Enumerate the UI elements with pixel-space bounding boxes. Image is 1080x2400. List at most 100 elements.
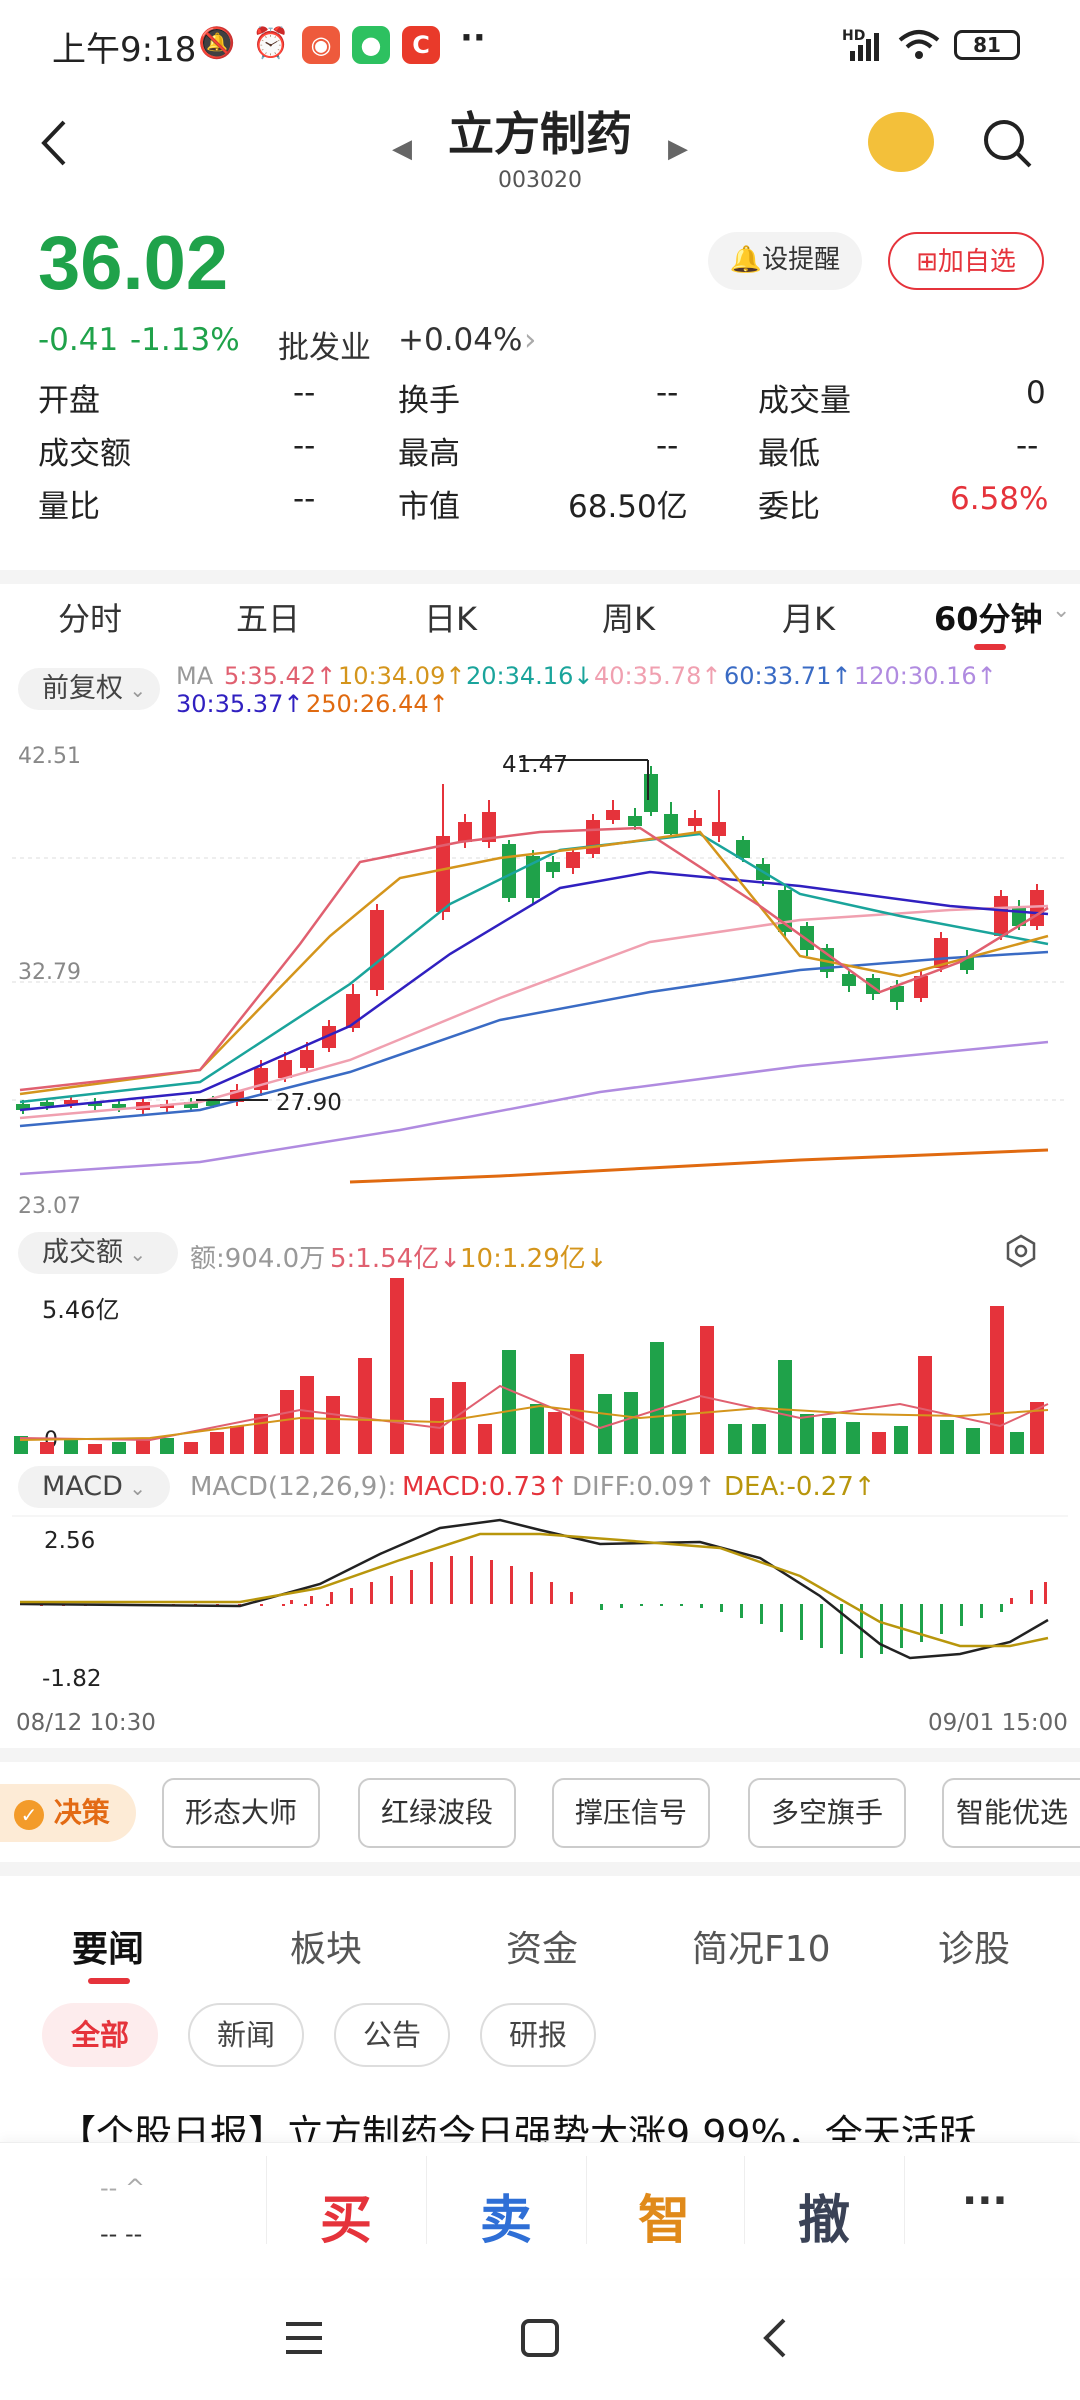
- volume-ma10-line: [19, 1404, 1049, 1441]
- search-icon[interactable]: [980, 116, 1034, 174]
- macd-y-top: 2.56: [44, 1528, 96, 1554]
- chip-news[interactable]: 新闻: [188, 2003, 304, 2067]
- tool-smart-select[interactable]: 智能优选: [942, 1778, 1080, 1848]
- home-icon[interactable]: [520, 2318, 560, 2362]
- volume-amount: 额:904.0万: [190, 1244, 326, 1274]
- tab-60min[interactable]: 60分钟: [934, 600, 1043, 638]
- tab-f10[interactable]: 简况F10: [692, 1929, 831, 1970]
- volume-chart[interactable]: [0, 1278, 1080, 1460]
- back-button[interactable]: [38, 118, 68, 172]
- sector-chevron-icon[interactable]: ›: [524, 322, 537, 358]
- chip-announcement[interactable]: 公告: [334, 2003, 450, 2067]
- candle-body: [606, 810, 620, 820]
- decision-badge[interactable]: ✓ 决策: [0, 1784, 136, 1842]
- macd-bar: [680, 1604, 683, 1606]
- stat-label: 成交量: [758, 383, 851, 419]
- volume-selector[interactable]: 成交额 ⌄: [18, 1232, 178, 1274]
- set-alert-button[interactable]: 🔔设提醒: [708, 232, 862, 290]
- volume-bar: [672, 1410, 686, 1454]
- macd-bar: [820, 1604, 823, 1648]
- macd-bar: [350, 1588, 353, 1604]
- mascot-icon[interactable]: [868, 112, 934, 172]
- candle-body: [436, 836, 450, 912]
- sector-pct[interactable]: +0.04%: [398, 322, 523, 358]
- stat-label: 成交额: [38, 436, 131, 472]
- ma250-line: [349, 1148, 1049, 1184]
- add-watchlist-button[interactable]: ⊞加自选: [888, 232, 1044, 290]
- macd-bar: [660, 1604, 663, 1606]
- macd-bar: [370, 1582, 373, 1604]
- stats-row: 量比 -- 市值 68.50亿 委比 6.58%: [38, 481, 1048, 534]
- volume-bar: [822, 1418, 836, 1454]
- kline-chart[interactable]: [0, 730, 1080, 1220]
- volume-bar: [64, 1440, 78, 1454]
- tool-pattern-master[interactable]: 形态大师: [162, 1778, 320, 1848]
- volume-bar: [478, 1424, 492, 1454]
- active-tab-indicator: [974, 644, 1006, 650]
- chip-research[interactable]: 研报: [480, 2003, 596, 2067]
- candle-body: [736, 840, 750, 858]
- tab-diagnosis[interactable]: 诊股: [938, 1929, 1011, 1970]
- y-axis-bottom: 23.07: [18, 1194, 81, 1219]
- tab-weekly-k[interactable]: 周K: [602, 600, 655, 638]
- macd-bar: [282, 1604, 285, 1606]
- add-watchlist-label: 加自选: [937, 247, 1016, 277]
- stat-label: 最低: [758, 436, 820, 472]
- more-button[interactable]: ···: [962, 2178, 1008, 2224]
- macd-label: MACD: [42, 1471, 123, 1502]
- stat-value: 68.50亿: [568, 489, 688, 525]
- adjust-selector[interactable]: 前复权 ⌄: [18, 668, 160, 710]
- macd-bar: [550, 1582, 553, 1604]
- tab-sector[interactable]: 板块: [290, 1929, 363, 1970]
- tool-support-signal[interactable]: 撑压信号: [552, 1778, 710, 1848]
- ma10-line: [19, 830, 1049, 1096]
- volume-y-top: 5.46亿: [42, 1296, 120, 1324]
- candle-body: [526, 856, 540, 898]
- more-notifications-icon: ··: [460, 18, 486, 58]
- volume-bar: [598, 1394, 612, 1454]
- candle-body: [994, 896, 1008, 936]
- hd-label: HD: [842, 28, 866, 44]
- volume-bar: [1010, 1432, 1024, 1454]
- news-headline[interactable]: 【个股日报】立方制药今日强势大涨9.99%，全天活跃: [58, 2112, 977, 2142]
- chevron-down-icon[interactable]: ⌄: [1052, 598, 1071, 623]
- candle-body: [712, 822, 726, 836]
- smart-button[interactable]: 智: [638, 2191, 691, 2251]
- macd-selector[interactable]: MACD ⌄: [18, 1466, 170, 1508]
- decision-label: 决策: [53, 1796, 110, 1829]
- tab-five-day[interactable]: 五日: [236, 600, 301, 638]
- divider: [904, 2156, 905, 2244]
- sell-button[interactable]: 卖: [480, 2191, 533, 2251]
- macd-bar: [620, 1604, 623, 1608]
- next-stock-icon[interactable]: ▶: [668, 134, 688, 164]
- volume-bar: [966, 1428, 980, 1454]
- prev-stock-icon[interactable]: ◀: [392, 134, 412, 164]
- tab-funds[interactable]: 资金: [506, 1929, 579, 1970]
- tool-red-green-wave[interactable]: 红绿波段: [358, 1778, 516, 1848]
- tab-daily-k[interactable]: 日K: [424, 600, 477, 638]
- tab-monthly-k[interactable]: 月K: [782, 600, 835, 638]
- tool-bull-bear-flag[interactable]: 多空旗手: [748, 1778, 906, 1848]
- settings-icon[interactable]: [1004, 1234, 1038, 1272]
- macd-bar: [260, 1604, 263, 1606]
- stat-label: 委比: [758, 489, 820, 525]
- back-nav-icon[interactable]: [760, 2316, 790, 2364]
- candle-body: [300, 1050, 314, 1068]
- tab-news-headlines[interactable]: 要闻: [72, 1929, 145, 1970]
- current-price: 36.02: [38, 221, 229, 306]
- macd-bar: [326, 1604, 329, 1606]
- sector-label[interactable]: 批发业: [278, 330, 371, 366]
- cancel-order-button[interactable]: 撤: [798, 2191, 851, 2251]
- menu-icon[interactable]: [284, 2320, 324, 2360]
- buy-button[interactable]: 买: [320, 2191, 373, 2251]
- macd-value: MACD:0.73↑: [402, 1472, 569, 1502]
- candle-body: [688, 818, 702, 826]
- volume-bar: [940, 1420, 954, 1454]
- tab-intraday[interactable]: 分时: [58, 600, 123, 638]
- macd-chart[interactable]: [0, 1514, 1080, 1696]
- volume-bar: [184, 1442, 198, 1454]
- wifi-icon: [898, 28, 940, 69]
- volume-bar: [230, 1426, 244, 1454]
- candle-body: [16, 1104, 30, 1110]
- chip-all[interactable]: 全部: [42, 2003, 158, 2067]
